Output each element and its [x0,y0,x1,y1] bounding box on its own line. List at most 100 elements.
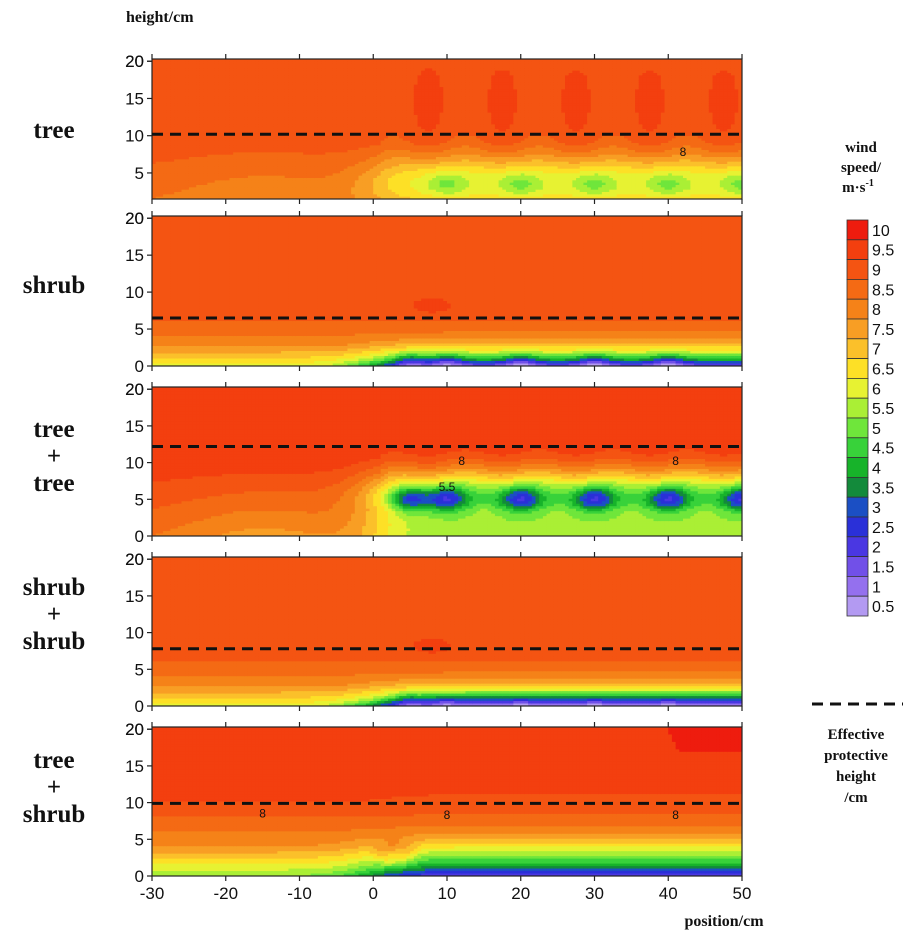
field-cell [166,87,172,90]
field-cell [362,157,367,160]
field-cell [295,143,301,146]
field-cell [166,98,172,102]
field-cell [281,59,286,62]
field-cell [340,63,345,67]
field-cell [306,96,312,100]
field-cell [218,115,223,118]
field-cell [281,182,286,186]
field-cell [388,180,393,184]
field-cell [166,75,172,79]
field-cell [428,105,433,109]
field-cell [428,166,433,170]
field-cell [288,131,293,135]
field-cell [192,115,197,118]
field-cell [258,159,264,163]
field-cell [417,59,422,62]
field-cell [329,110,334,114]
field-cell [362,185,367,188]
field-cell [424,178,430,181]
field-cell [177,143,183,146]
field-cell [424,117,430,121]
field-cell [314,166,319,170]
field-cell [229,73,234,76]
field-cell [277,136,282,139]
field-cell [203,138,208,142]
field-cell [233,150,238,153]
field-cell [365,98,371,102]
field-cell [435,89,441,93]
field-cell [439,124,444,128]
field-cell [281,122,286,125]
field-cell [192,103,197,107]
field-cell [402,187,408,191]
field-cell [376,73,382,76]
field-cell [292,77,297,81]
field-cell [439,96,444,100]
field-cell [170,89,175,93]
field-cell [295,101,301,104]
field-cell [365,124,371,128]
field-cell [306,185,312,188]
field-cell [417,122,422,125]
field-cell [170,124,175,128]
field-cell [284,126,290,130]
field-cell [266,91,271,95]
field-cell [244,171,249,174]
field-cell [247,61,253,65]
field-cell [185,189,190,193]
field-cell [273,164,278,167]
field-cell [159,171,164,174]
field-cell [222,75,227,79]
field-cell [391,178,396,181]
field-cell [410,66,415,69]
field-cell [310,194,315,198]
field-cell [152,136,157,139]
field-cell [413,196,419,199]
field-cell [277,77,282,81]
field-cell [410,164,415,167]
field-cell [432,84,437,88]
field-cell [262,187,267,191]
field-cell [292,63,297,67]
field-cell [199,115,205,118]
field-cell [188,147,194,151]
field-cell [299,180,304,184]
field-cell [229,185,234,188]
field-cell [270,124,275,128]
field-cell [225,175,231,179]
field-cell [417,108,422,111]
field-cell [152,168,157,172]
field-cell [251,131,256,135]
field-cell [354,166,360,170]
field-cell [306,157,312,160]
field-cell [266,70,271,74]
field-cell [207,101,212,104]
field-cell [406,150,411,153]
field-cell [365,77,371,81]
field-cell [247,171,253,174]
field-cell [421,91,426,95]
field-cell [222,140,227,144]
field-cell [163,196,168,199]
field-cell [299,145,304,149]
field-cell [325,164,330,167]
field-cell [229,168,234,172]
field-cell [299,126,304,130]
field-cell [185,108,190,111]
field-cell [295,168,301,172]
field-cell [170,96,175,100]
field-cell [229,182,234,186]
field-cell [266,194,271,198]
field-cell [395,161,400,165]
field-cell [247,164,253,167]
field-cell [244,129,249,132]
field-cell [362,126,367,130]
field-cell [295,136,301,139]
field-cell [277,70,282,74]
field-cell [410,80,415,83]
field-cell [174,166,179,170]
field-cell [435,59,441,62]
field-cell [443,59,448,62]
field-cell [177,61,183,65]
field-cell [303,119,308,123]
